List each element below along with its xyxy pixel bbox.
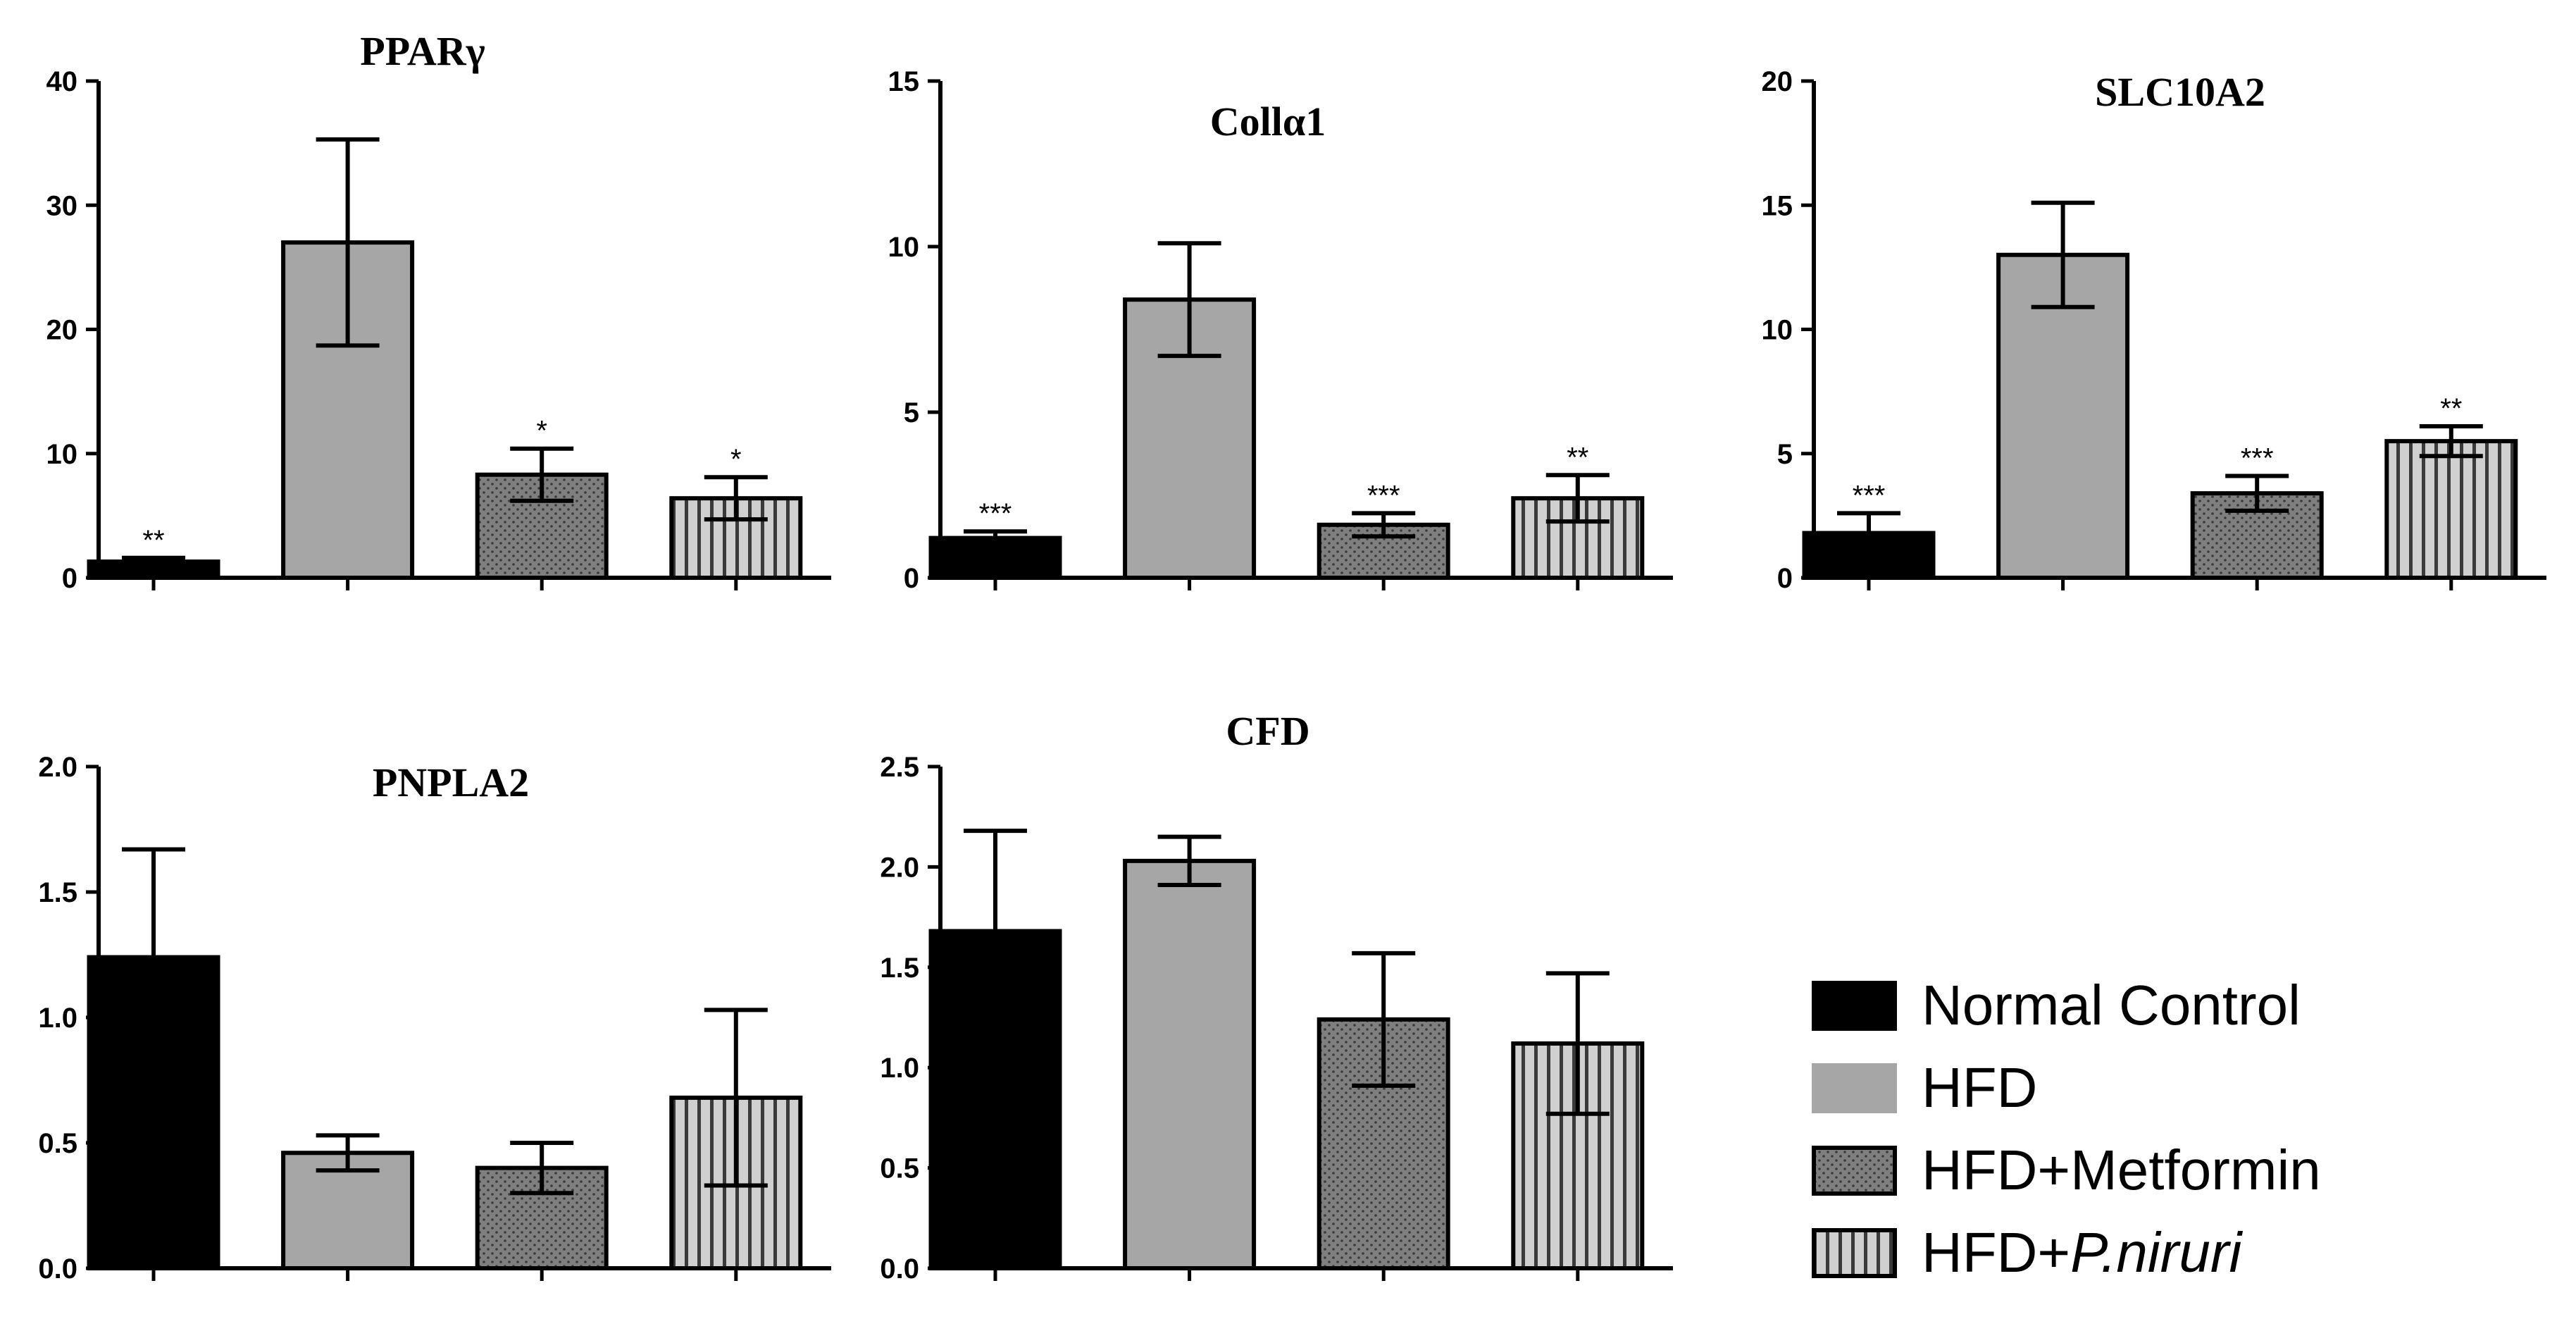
legend-label: HFD	[1922, 1056, 2037, 1119]
legend-item: Normal Control	[1812, 974, 2301, 1036]
y-tick-label: 15	[1762, 190, 1793, 221]
bar	[2384, 439, 2518, 580]
y-tick-label: 10	[1762, 315, 1793, 346]
error-bar	[1837, 511, 1900, 555]
y-tick-label: 2.0	[38, 752, 77, 783]
legend-label: Normal Control	[1922, 974, 2301, 1036]
chart-panel: PNPLA2 0.0 0.5 1.0 1.5 2.0	[38, 752, 831, 1284]
error-bar	[1352, 511, 1416, 539]
chart-title: CFD	[1226, 708, 1309, 754]
y-tick-label: 20	[46, 315, 78, 346]
y-tick-label: 15	[888, 66, 920, 97]
legend-label: HFD+P.niruri	[1922, 1221, 2243, 1284]
chart-title: PPARγ	[360, 28, 485, 74]
chart-title: PNPLA2	[373, 760, 529, 805]
significance-label: *	[730, 444, 742, 475]
significance-label: **	[2440, 393, 2462, 424]
significance-label: **	[142, 525, 164, 556]
significance-label: **	[1567, 442, 1588, 473]
legend-swatch	[1812, 1146, 1897, 1196]
error-bar	[2031, 200, 2095, 309]
y-tick-label: 30	[46, 190, 78, 221]
y-tick-label: 0.5	[880, 1153, 919, 1184]
y-tick-label: 40	[46, 66, 78, 97]
legend-swatch	[1812, 1228, 1897, 1278]
error-bar	[2225, 473, 2289, 513]
error-bar	[1157, 241, 1221, 359]
y-tick-label: 2.5	[880, 752, 919, 783]
error-bar	[704, 475, 768, 522]
error-bar	[1545, 971, 1610, 1116]
y-tick-label: 20	[1762, 66, 1793, 97]
y-tick-label: 5	[1777, 439, 1793, 470]
chart-panel: CFD 0.0 0.5 1.0 1.5 2.0 2.5	[880, 708, 1673, 1284]
y-tick-label: 1.0	[38, 1003, 77, 1034]
y-tick-label: 0	[904, 563, 919, 594]
y-tick-label: 0.0	[38, 1253, 77, 1284]
chart-title: Collα1	[1210, 99, 1326, 144]
significance-label: ***	[1367, 480, 1400, 511]
significance-label: *	[536, 416, 547, 447]
error-bar	[510, 1141, 574, 1196]
legend-label: HFD+Metformin	[1922, 1139, 2321, 1201]
y-tick-label: 1.5	[38, 877, 77, 908]
y-tick-label: 10	[46, 439, 78, 470]
error-bar	[1352, 950, 1416, 1088]
y-tick-label: 0.5	[38, 1128, 77, 1159]
y-tick-label: 0.0	[880, 1253, 919, 1284]
legend-item: HFD+P.niruri	[1812, 1221, 2243, 1284]
y-tick-label: 1.0	[880, 1053, 919, 1084]
error-bar	[122, 847, 185, 1067]
legend-item: HFD+Metformin	[1812, 1139, 2321, 1201]
error-bar	[510, 446, 574, 503]
charts: PPARγ010203040****Collα1051015********SL…	[38, 28, 2546, 1284]
legend-swatch	[1812, 1063, 1897, 1113]
error-bar	[2419, 423, 2483, 459]
y-tick-label: 5	[904, 397, 919, 428]
error-bar	[316, 137, 380, 348]
error-bar	[704, 1008, 768, 1188]
y-tick-label: 2.0	[880, 852, 919, 883]
legend-item: HFD	[1812, 1056, 2037, 1119]
y-tick-label: 0	[1777, 563, 1793, 594]
legend: Normal Control HFD HFD+Metformin HFD+P.niru…	[1812, 974, 2321, 1284]
chart-title: SLC10A2	[2095, 69, 2265, 115]
y-tick-label: 0	[62, 563, 77, 594]
bar	[1123, 858, 1257, 1270]
error-bar	[122, 555, 185, 568]
significance-label: ***	[979, 498, 1012, 529]
error-bar	[1545, 473, 1610, 524]
error-bar	[964, 529, 1027, 547]
significance-label: ***	[2241, 442, 2274, 473]
error-bar	[964, 829, 1027, 1034]
error-bar	[316, 1133, 380, 1173]
y-tick-label: 1.5	[880, 953, 919, 984]
error-bar	[1157, 834, 1221, 888]
significance-label: ***	[1853, 480, 1886, 511]
y-tick-label: 10	[888, 232, 920, 263]
legend-swatch	[1812, 981, 1897, 1031]
